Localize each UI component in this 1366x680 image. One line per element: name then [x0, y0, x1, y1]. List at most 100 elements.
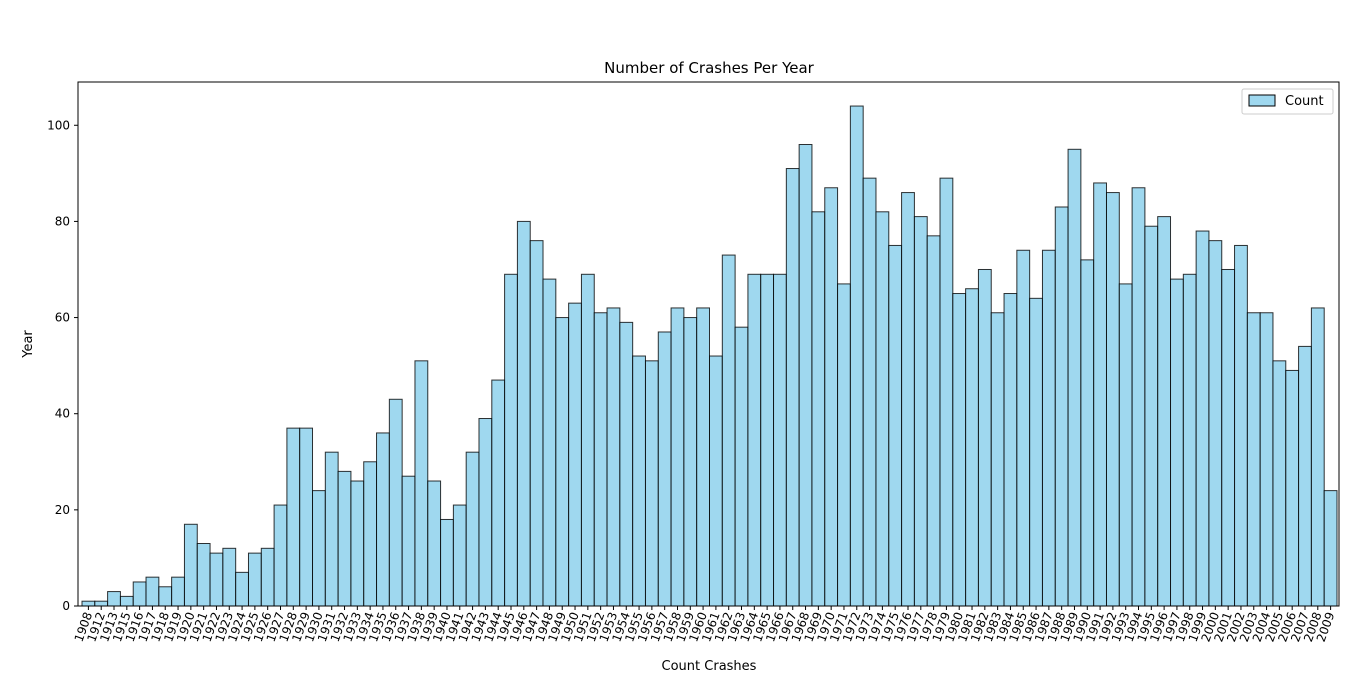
bar-1940: [440, 518, 454, 607]
bar-1972: [849, 105, 864, 607]
chart-title: Number of Crashes Per Year: [604, 59, 814, 77]
y-tick-label: 60: [55, 311, 70, 325]
bar-1967: [785, 168, 800, 607]
bar-2006: [1285, 369, 1300, 607]
bar-1981: [965, 288, 979, 607]
bar-1944: [491, 379, 506, 607]
bar-1922: [209, 552, 224, 607]
bar-1983: [990, 312, 1005, 607]
bar-1947: [529, 240, 544, 607]
bar-1975: [888, 244, 903, 607]
y-tick-label: 100: [47, 118, 70, 132]
bar-1990: [1080, 259, 1095, 607]
bar-1933: [350, 480, 365, 607]
bar-1939: [427, 480, 442, 607]
bar-1952: [593, 312, 608, 607]
bar-2002: [1234, 244, 1248, 607]
bar-1927: [273, 504, 288, 607]
bar-1918: [158, 586, 173, 607]
bar-1976: [901, 192, 915, 607]
bar-1964: [747, 273, 762, 607]
bar-1950: [568, 302, 582, 607]
bar-1960: [696, 307, 711, 607]
bar-1912: [94, 600, 109, 607]
bar-1996: [1157, 216, 1172, 607]
y-axis: 0 20 40 60 80 100: [47, 118, 78, 613]
bars-group: [81, 105, 1338, 607]
bar-1932: [337, 470, 352, 607]
bar-1992: [1105, 192, 1120, 607]
bar-1925: [247, 552, 262, 607]
bar-1984: [1003, 293, 1018, 607]
bar-1936: [388, 398, 403, 607]
bar-1995: [1144, 225, 1159, 607]
bar-1978: [926, 235, 941, 607]
bar-1920: [183, 523, 198, 607]
bar-1956: [644, 360, 659, 607]
bar-1913: [107, 591, 121, 607]
bar-1908: [81, 600, 96, 607]
bar-1985: [1016, 249, 1031, 607]
bar-1954: [619, 321, 634, 607]
bar-1979: [939, 177, 954, 607]
bar-1970: [824, 187, 839, 607]
bar-1988: [1054, 206, 1069, 607]
x-axis-label: Count Crashes: [662, 659, 757, 674]
bar-1959: [683, 317, 698, 607]
bar-1977: [913, 216, 928, 607]
bar-2005: [1272, 360, 1287, 607]
bar-1971: [837, 283, 851, 607]
bar-1926: [260, 547, 275, 607]
y-tick-label: 40: [55, 407, 70, 421]
bar-1916: [132, 581, 147, 607]
bar-1961: [709, 355, 723, 607]
bar-1989: [1067, 148, 1082, 607]
bar-2007: [1298, 345, 1312, 607]
bar-1938: [414, 360, 429, 607]
bar-1962: [721, 254, 736, 607]
bar-1915: [119, 595, 134, 607]
bar-1929: [299, 427, 314, 607]
bar-1968: [798, 144, 813, 607]
bar-1951: [580, 273, 595, 607]
bar-1919: [171, 576, 185, 607]
y-axis-label: Year: [21, 330, 36, 359]
bar-1999: [1195, 230, 1210, 607]
bar-1998: [1182, 273, 1197, 607]
bar-1931: [324, 451, 339, 607]
bar-1921: [196, 543, 211, 607]
bar-1943: [478, 418, 493, 607]
legend-label: Count: [1285, 94, 1324, 109]
bar-1963: [734, 326, 749, 607]
bar-1941: [452, 504, 467, 607]
bar-2004: [1259, 312, 1274, 607]
bar-1965: [760, 273, 775, 607]
plot-frame: [77, 81, 1340, 607]
bar-1935: [376, 432, 390, 607]
bar-1987: [1041, 249, 1056, 607]
bar-1980: [952, 293, 967, 607]
bar-1937: [401, 475, 416, 607]
bar-1986: [1029, 297, 1043, 607]
bar-1973: [862, 177, 877, 607]
bar-1994: [1131, 187, 1146, 607]
bar-2001: [1221, 268, 1236, 607]
legend-swatch: [1248, 94, 1276, 107]
y-tick-label: 0: [62, 599, 70, 613]
bar-1953: [606, 307, 621, 607]
bar-1942: [465, 451, 480, 607]
bar-1948: [542, 278, 557, 607]
bar-1955: [632, 355, 646, 607]
bar-1957: [657, 331, 672, 607]
bar-1993: [1118, 283, 1133, 607]
bar-1917: [145, 576, 160, 607]
bar-1969: [811, 211, 826, 607]
bar-1934: [363, 461, 378, 607]
bar-2000: [1208, 240, 1223, 607]
bar-2009: [1323, 490, 1338, 607]
bar-1924: [235, 571, 249, 607]
bar-1949: [555, 317, 570, 607]
legend: Count: [1241, 88, 1334, 115]
bar-1966: [773, 273, 787, 607]
